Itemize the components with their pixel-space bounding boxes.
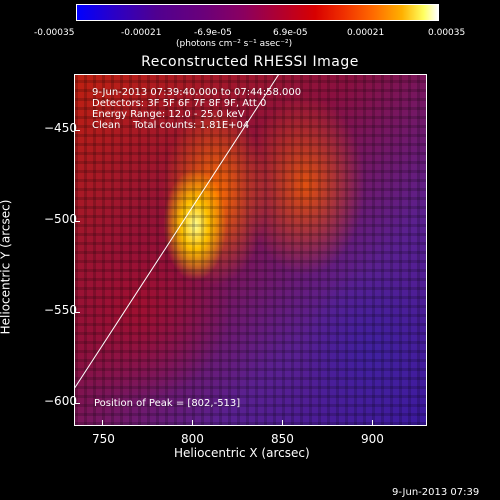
y-axis-label: Heliocentric Y (arcsec) [0,199,13,335]
y-tick-label: −450 [44,121,77,135]
x-tick-mark [372,420,373,426]
rhessi-image [74,74,427,426]
y-tick-mark [74,312,80,313]
y-tick-mark [74,130,80,131]
info-detectors: Detectors: 3F 5F 6F 7F 8F 9F, Att 0 [92,98,267,109]
x-axis-label: Heliocentric X (arcsec) [174,446,310,460]
x-tick-mark [282,420,283,426]
y-tick-label: −500 [44,212,77,226]
colorbar-tick: -0.00035 [34,28,75,38]
peak-position: Position of Peak = [802,-513] [94,398,241,409]
y-tick-label: −550 [44,303,77,317]
info-energy-range: Energy Range: 12.0 - 25.0 keV [92,109,245,120]
colorbar-tick: 6.9e-05 [273,28,308,38]
info-counts: Clean Total counts: 1.81E+04 [92,120,250,131]
colorbar-tick: 0.00021 [347,28,385,38]
x-tick-mark [192,420,193,426]
colorbar-tick: 0.00035 [428,28,466,38]
solar-limb-line [74,74,280,390]
y-tick-mark [74,221,80,222]
y-tick-mark [74,403,80,404]
x-tick-label: 800 [181,432,204,446]
x-tick-label: 850 [271,432,294,446]
x-tick-label: 750 [92,432,115,446]
x-tick-label: 900 [361,432,384,446]
colorbar [76,4,439,21]
footer-timestamp: 9-Jun-2013 07:39 [392,487,480,498]
x-tick-mark [102,420,103,426]
colorbar-tick: -0.00021 [121,28,162,38]
plot-title: Reconstructed RHESSI Image [141,54,359,70]
colorbar-tick: -6.9e-05 [194,28,232,38]
colorbar-units: (photons cm⁻² s⁻¹ asec⁻²) [176,39,293,49]
info-time-range: 9-Jun-2013 07:39:40.000 to 07:44:58.000 [92,87,302,98]
y-tick-label: −600 [44,394,77,408]
